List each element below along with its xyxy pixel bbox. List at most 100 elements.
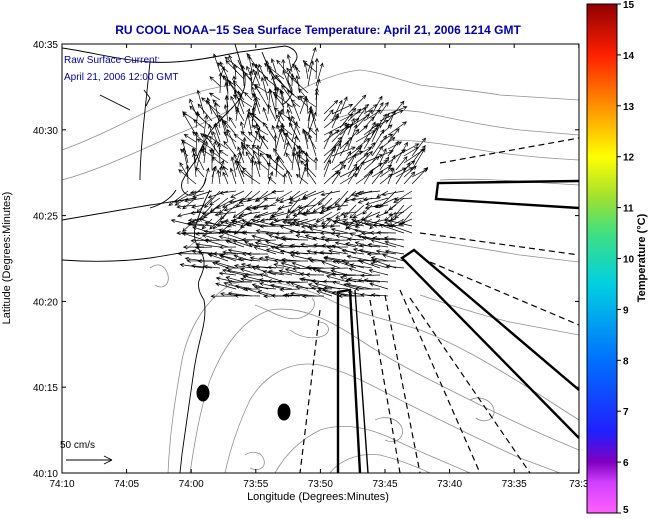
current-vector (322, 279, 341, 284)
current-vector (387, 141, 403, 150)
current-vector (251, 97, 257, 115)
current-vector (304, 167, 317, 185)
current-vector (249, 256, 269, 262)
current-vector (170, 218, 197, 227)
current-vector (355, 137, 370, 150)
current-vector (294, 250, 317, 256)
current-vector (190, 210, 205, 216)
current-vector (282, 220, 301, 227)
current-vector (314, 90, 319, 115)
current-vector (281, 84, 293, 101)
current-vector (182, 244, 205, 250)
current-vector (234, 89, 245, 115)
current-vector (252, 68, 261, 87)
current-vector (323, 129, 340, 143)
current-vector (283, 141, 290, 157)
current-vector (362, 197, 381, 202)
current-vector (208, 123, 213, 136)
current-vector (201, 211, 221, 216)
current-vector (273, 147, 285, 164)
current-vector (201, 133, 207, 149)
current-vector (273, 262, 293, 269)
current-vector (222, 268, 245, 276)
current-vector (300, 242, 325, 248)
current-vector (332, 220, 357, 227)
current-vector (222, 250, 245, 255)
current-vector (334, 241, 357, 248)
current-vector (203, 114, 209, 136)
current-vector (284, 293, 309, 298)
current-vector (279, 90, 285, 115)
current-vector (370, 238, 397, 248)
current-vector (304, 97, 309, 115)
current-vector (218, 72, 223, 94)
current-vector (300, 229, 325, 234)
current-vector (240, 170, 261, 185)
current-vector (371, 169, 384, 185)
colorbar-tick-label: 6 (623, 458, 629, 469)
colorbar-tick-label: 11 (623, 204, 634, 215)
current-vector (330, 227, 349, 234)
current-vector (331, 99, 343, 122)
current-vector (230, 190, 245, 198)
current-vector (246, 114, 253, 136)
current-vector (234, 159, 245, 185)
current-vector (362, 204, 373, 215)
x-tick-label: 74:05 (114, 479, 139, 490)
current-vector (267, 265, 285, 270)
current-vector (320, 235, 341, 241)
current-vector (335, 260, 357, 269)
colorbar-tick-label: 7 (623, 407, 629, 418)
annotation-line2: April 21, 2006 12:00 GMT (64, 72, 179, 83)
current-vector (395, 156, 408, 171)
current-vector (325, 274, 349, 283)
current-vector (255, 211, 277, 219)
current-vector (315, 268, 341, 276)
current-vector (217, 142, 222, 164)
current-vector (232, 75, 237, 101)
current-vector (275, 74, 285, 87)
current-vector (346, 282, 373, 290)
current-vector (212, 99, 221, 108)
current-vector (273, 218, 293, 223)
current-vector (382, 253, 405, 262)
current-vector (379, 101, 389, 115)
current-vector (251, 204, 277, 210)
current-vector (387, 140, 399, 157)
current-vector (363, 121, 376, 143)
current-vector (191, 226, 213, 234)
current-vector (225, 77, 230, 101)
current-vector (230, 156, 237, 178)
current-vector (220, 231, 245, 241)
current-vector (285, 280, 309, 285)
current-vector (355, 152, 370, 164)
current-vector (307, 60, 315, 87)
current-vector (274, 231, 293, 236)
current-vector (232, 94, 253, 108)
current-vector (259, 152, 269, 164)
current-vector (287, 102, 293, 115)
current-vector (356, 190, 381, 196)
current-vector (323, 130, 333, 150)
current-vector (285, 204, 301, 219)
y-axis-ticks: 40:35 40:30 40:25 40:20 40:15 40:10 (33, 40, 579, 480)
current-vector (320, 190, 341, 197)
current-vector (360, 273, 381, 278)
current-vector (355, 125, 369, 136)
current-vector (257, 161, 269, 171)
current-vector (301, 294, 325, 299)
transect-outlines (336, 179, 579, 473)
current-vector (367, 242, 389, 248)
current-vector (347, 165, 360, 185)
current-vector (273, 85, 278, 108)
current-vector (280, 261, 301, 269)
current-vector (219, 165, 224, 178)
current-vector (323, 99, 339, 115)
current-vector (370, 256, 389, 262)
y-tick-label: 40:25 (33, 212, 58, 223)
current-vector (254, 160, 261, 178)
current-vector (395, 141, 408, 164)
current-vector (303, 61, 309, 80)
current-vector (200, 133, 213, 143)
current-vector (312, 236, 333, 241)
